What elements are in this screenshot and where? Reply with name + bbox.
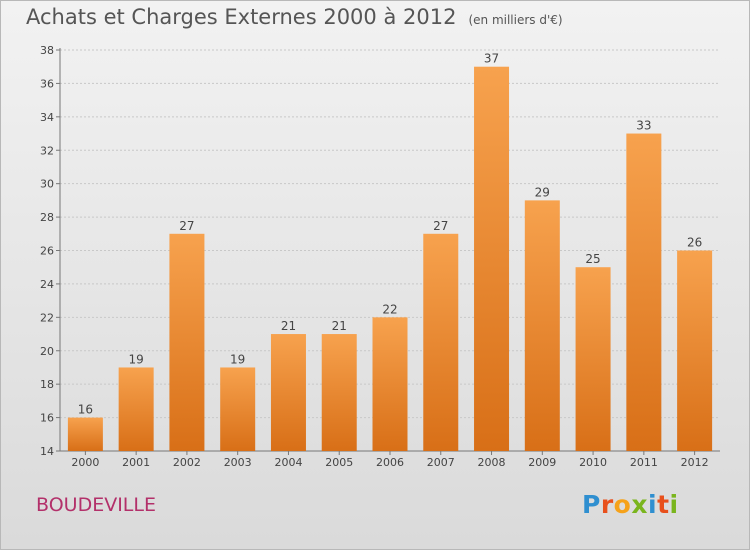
bar-2002: [169, 233, 205, 451]
logo-letter: r: [600, 490, 614, 519]
y-tick-label: 20: [40, 345, 54, 358]
x-tick-label: 2012: [681, 456, 709, 469]
x-tick-label: 2003: [224, 456, 252, 469]
x-tick-label: 2002: [173, 456, 201, 469]
logo-letter: P: [582, 490, 601, 519]
bar-2009: [524, 200, 560, 451]
x-tick-label: 2000: [71, 456, 99, 469]
y-tick-label: 36: [40, 77, 54, 90]
data-label-2005: 21: [332, 319, 347, 333]
x-tick-label: 2011: [630, 456, 658, 469]
x-tick-label: 2010: [579, 456, 607, 469]
y-tick-label: 18: [40, 378, 54, 391]
commune-name: BOUDEVILLE: [36, 494, 156, 516]
data-label-2004: 21: [281, 319, 296, 333]
bar-2004: [270, 334, 306, 451]
logo-letter: o: [613, 490, 632, 519]
y-tick-label: 14: [40, 445, 54, 458]
data-label-2003: 19: [230, 352, 245, 366]
x-tick-label: 2001: [122, 456, 150, 469]
data-label-2007: 27: [433, 219, 448, 233]
x-tick-label: 2006: [376, 456, 404, 469]
data-label-2009: 29: [535, 185, 550, 199]
x-axis: 2000 2001 2002 2003 2004 2005 2006 2007 2008 2009…: [71, 451, 709, 469]
data-label-2012: 26: [687, 236, 702, 250]
data-label-2008: 37: [484, 52, 499, 66]
logo-letter: x: [631, 490, 648, 519]
bar-2003: [220, 367, 256, 451]
data-label-2002: 27: [179, 219, 194, 233]
y-tick-label: 38: [40, 44, 54, 57]
data-label-2000: 16: [78, 403, 93, 417]
bar-2012: [677, 250, 713, 451]
x-tick-label: 2005: [325, 456, 353, 469]
y-tick-label: 26: [40, 245, 54, 258]
x-tick-label: 2004: [274, 456, 302, 469]
x-tick-label: 2009: [528, 456, 556, 469]
y-tick-label: 30: [40, 178, 54, 191]
chart-unit: (en milliers d'€): [468, 13, 563, 27]
bar-2008: [474, 66, 510, 451]
chart-title: Achats et Charges Externes 2000 à 2012 (e…: [26, 5, 563, 29]
bar-2000: [67, 417, 103, 451]
y-tick-label: 24: [40, 278, 54, 291]
x-tick-label: 2007: [427, 456, 455, 469]
data-label-2001: 19: [129, 352, 144, 366]
data-labels: 16 19 27 19 21 21 22 27 37 29 25 33 26: [78, 52, 703, 417]
bar-2006: [372, 317, 408, 451]
data-label-2011: 33: [636, 119, 651, 133]
y-tick-label: 22: [40, 311, 54, 324]
bars: [67, 66, 713, 451]
x-tick-label: 2008: [478, 456, 506, 469]
y-tick-label: 32: [40, 144, 54, 157]
logo-letter: t: [657, 490, 670, 519]
data-label-2006: 22: [382, 302, 397, 316]
bar-2001: [118, 367, 154, 451]
logo-letter: i: [648, 490, 658, 519]
y-tick-label: 28: [40, 211, 54, 224]
logo-letter: i: [669, 490, 679, 519]
bar-2007: [423, 233, 459, 451]
chart-title-text: Achats et Charges Externes 2000 à 2012: [26, 5, 457, 29]
bar-2010: [575, 267, 611, 451]
data-label-2010: 25: [585, 252, 600, 266]
proxiti-logo: Proxiti: [582, 490, 679, 519]
bar-2005: [321, 334, 357, 451]
bar-2011: [626, 133, 662, 451]
y-tick-label: 34: [40, 111, 54, 124]
y-tick-label: 16: [40, 412, 54, 425]
